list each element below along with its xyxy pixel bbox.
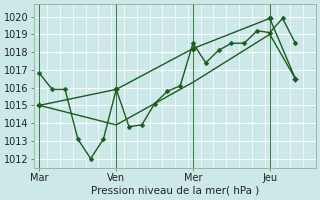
X-axis label: Pression niveau de la mer( hPa ): Pression niveau de la mer( hPa ) — [91, 186, 259, 196]
